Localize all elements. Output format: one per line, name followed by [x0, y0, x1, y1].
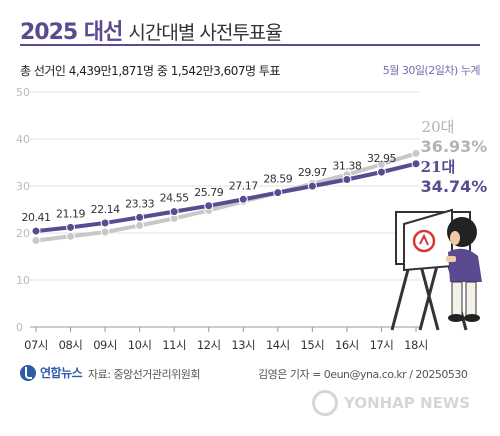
x-tick-label: 13시	[231, 338, 255, 352]
y-tick-label: 30	[16, 180, 30, 193]
x-tick-label: 16시	[335, 338, 359, 352]
logo-text: 연합뉴스	[40, 366, 83, 380]
data-label: 25.79	[194, 186, 223, 199]
source-text: 자료: 중앙선거관리위원회	[88, 368, 201, 381]
x-tick-label: 10시	[128, 338, 152, 352]
data-point	[169, 207, 179, 217]
data-label: 21.19	[56, 207, 85, 220]
summary-text: 총 선거인 4,439만1,871명 중 1,542만3,607명 투표	[20, 64, 280, 78]
data-point	[273, 188, 283, 198]
title-rest: 시간대별 사전투표율	[128, 22, 282, 44]
data-point	[411, 159, 421, 169]
x-tick-label: 15시	[301, 338, 325, 352]
data-label: 24.55	[160, 192, 189, 205]
x-tick-label: 14시	[266, 338, 290, 352]
y-tick-label: 40	[16, 133, 30, 146]
data-point	[31, 226, 41, 236]
x-axis: 07시 08시 09시 10시 11시 12시 13시 14시 15시 16시 17시 18시	[24, 327, 428, 352]
series-name-21: 21대	[421, 158, 456, 176]
chart-title: 2025 대선 시간대별 사전투표율	[20, 14, 283, 46]
data-point	[100, 218, 110, 228]
x-tick-label: 17시	[370, 338, 394, 352]
series-line-0	[34, 151, 418, 243]
data-labels: 20.41 21.19 22.14 23.33 24.55 25.79 27.17 28.59…	[22, 152, 397, 224]
data-point	[342, 175, 352, 185]
data-label: 23.33	[125, 197, 154, 210]
data-point	[66, 231, 76, 241]
grid	[30, 91, 420, 328]
series-group	[31, 148, 421, 246]
data-label: 27.17	[229, 179, 258, 192]
data-label: 22.14	[91, 203, 120, 216]
data-point	[100, 227, 110, 237]
data-point	[238, 194, 248, 204]
x-tick-label: 12시	[197, 338, 221, 352]
yonhap-logo: 연합뉴스	[20, 364, 83, 381]
x-tick-label: 09시	[93, 338, 117, 352]
data-point	[204, 201, 214, 211]
data-point	[31, 236, 41, 246]
data-point	[66, 222, 76, 232]
title-bold: 2025 대선	[20, 20, 123, 45]
title-underline	[20, 44, 480, 46]
watermark-text: YONHAP NEWS	[344, 394, 471, 412]
voter-in-booth-illustration	[390, 208, 482, 331]
x-tick-label: 08시	[59, 338, 83, 352]
data-point	[411, 148, 421, 158]
watermark-logo-icon	[312, 390, 338, 416]
y-tick-label: 0	[16, 321, 23, 334]
x-tick-label: 07시	[24, 338, 48, 352]
yonhap-logo-icon	[20, 364, 36, 381]
data-point	[376, 167, 386, 177]
data-point	[135, 220, 145, 230]
series-line-1	[34, 161, 418, 234]
y-tick-label: 50	[16, 86, 30, 99]
watermark: YONHAP NEWS	[312, 390, 470, 416]
y-axis: 0 10 20 30 40 50	[16, 86, 30, 334]
series-name-20: 20대	[422, 118, 455, 136]
data-label: 32.95	[367, 152, 396, 165]
data-label: 28.59	[263, 173, 292, 186]
series-final-value-21: 34.74%	[421, 177, 488, 196]
data-point	[307, 181, 317, 191]
data-point	[135, 212, 145, 222]
x-tick-label: 18시	[404, 338, 428, 352]
y-tick-label: 20	[16, 227, 30, 240]
data-label: 31.38	[332, 160, 361, 173]
data-label: 20.41	[22, 211, 51, 224]
data-label: 29.97	[298, 166, 327, 179]
y-tick-label: 10	[16, 274, 30, 287]
x-tick-label: 11시	[162, 338, 186, 352]
date-note: 5월 30일(2일차) 누계	[382, 64, 481, 77]
credit-text: 김영은 기자 = 0eun@yna.co.kr / 20250530	[258, 368, 468, 381]
series-final-value-20: 36.93%	[421, 137, 488, 156]
